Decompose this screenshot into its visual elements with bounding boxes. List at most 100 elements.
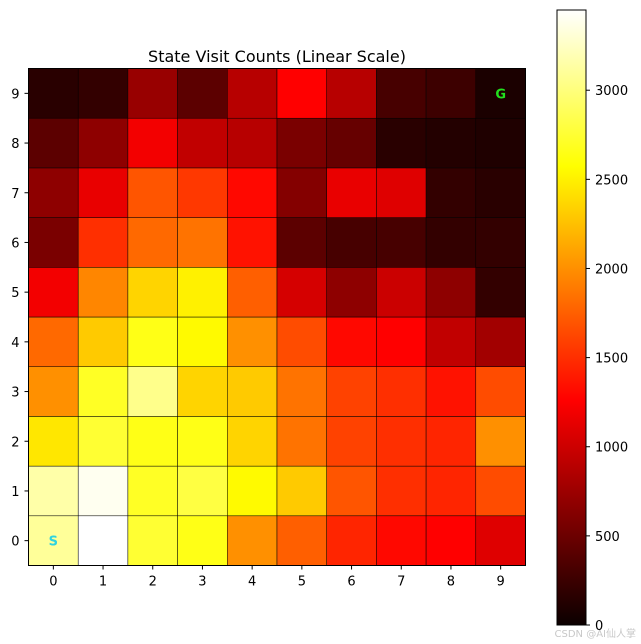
heatmap-cell	[127, 465, 178, 517]
colorbar-tick-label: 2500	[595, 173, 628, 188]
heatmap-cell	[177, 316, 228, 367]
colorbar-tick-label: 1500	[595, 352, 628, 367]
heatmap-cell	[227, 267, 278, 318]
heatmap-cell	[425, 316, 477, 367]
heatmap-cell	[475, 167, 526, 218]
heatmap-cell	[425, 416, 477, 467]
heatmap-cell	[276, 316, 327, 367]
y-tick-label: 3	[11, 386, 19, 401]
heatmap-cell	[276, 515, 327, 566]
y-tick-label: 4	[11, 336, 19, 351]
heatmap-cell	[127, 267, 178, 318]
heatmap-cell	[475, 465, 526, 517]
heatmap-cell	[227, 316, 278, 367]
plot-frame	[28, 68, 526, 566]
x-tick-label: 4	[248, 575, 256, 590]
x-tick-label: 2	[149, 575, 157, 590]
heatmap-cell	[177, 515, 228, 566]
heatmap-cell	[227, 167, 278, 218]
heatmap-cell	[227, 217, 278, 268]
y-tick-label: 9	[11, 87, 19, 102]
heatmap-cell	[227, 416, 278, 467]
heatmap-cell	[376, 316, 427, 367]
x-axis: 0 1 2 3 4 5 6 7 8 9	[49, 565, 505, 590]
cell-marker-label: S	[49, 535, 58, 550]
heatmap-cell	[326, 515, 377, 566]
y-tick-label: 7	[11, 187, 19, 202]
watermark: CSDN @AI仙人掌	[555, 627, 636, 640]
y-tick-label: 8	[11, 137, 19, 152]
heatmap-cell	[127, 316, 178, 367]
heatmap-cell	[28, 117, 79, 169]
heatmap-cell	[127, 217, 178, 268]
y-tick-label: 0	[11, 535, 19, 550]
y-axis: 0 1 2 3 4 5 6 7 8 9	[11, 87, 29, 550]
heatmap-cell	[276, 117, 327, 169]
y-tick-label: 5	[11, 286, 19, 301]
heatmap-cell	[77, 416, 129, 467]
heatmap-cell	[376, 416, 427, 467]
x-tick-label: 8	[447, 575, 455, 590]
heatmap-cell	[177, 267, 228, 318]
heatmap-cell	[425, 117, 477, 169]
x-tick-label: 7	[397, 575, 405, 590]
heatmap-cell	[177, 217, 228, 268]
heatmap-cell	[326, 167, 377, 218]
heatmap-cell	[177, 68, 228, 119]
heatmap-cell	[127, 366, 178, 417]
chart-title: State Visit Counts (Linear Scale)	[148, 47, 406, 66]
heatmap-cell	[376, 167, 427, 218]
heatmap-cell	[326, 217, 377, 268]
heatmap-cell	[177, 416, 228, 467]
x-tick-label: 1	[99, 575, 107, 590]
heatmap-cell	[127, 167, 178, 218]
heatmap-cell	[475, 267, 526, 318]
heatmap-cell	[127, 68, 178, 119]
heatmap-cell	[28, 366, 79, 417]
heatmap-cell	[326, 68, 377, 119]
heatmap-cell	[376, 267, 427, 318]
heatmap-cell	[425, 68, 477, 119]
heatmap-cell	[77, 515, 129, 566]
heatmap-cell	[77, 167, 129, 218]
heatmap-cell	[77, 465, 129, 517]
cell-markers: SG	[49, 87, 506, 549]
y-tick-label: 1	[11, 485, 19, 500]
heatmap-cell	[77, 316, 129, 367]
heatmap-cell	[276, 366, 327, 417]
heatmap-cell	[77, 366, 129, 417]
heatmap-cell	[475, 366, 526, 417]
heatmap-cell	[475, 416, 526, 467]
heatmap-cell	[475, 217, 526, 268]
heatmap-cell	[177, 167, 228, 218]
heatmap-cell	[326, 117, 377, 169]
x-tick-label: 3	[198, 575, 206, 590]
heatmap-cell	[227, 465, 278, 517]
heatmap-cell	[127, 117, 178, 169]
heatmap-cell	[276, 416, 327, 467]
heatmap-cell	[227, 515, 278, 566]
heatmap-cell	[28, 167, 79, 218]
heatmap-cell	[475, 117, 526, 169]
y-tick-label: 2	[11, 435, 19, 450]
heatmap-cell	[326, 316, 377, 367]
x-tick-label: 0	[49, 575, 57, 590]
heatmap-cells	[28, 68, 526, 566]
heatmap-cell	[376, 68, 427, 119]
heatmap-cell	[177, 465, 228, 517]
colorbar-tick-label: 3000	[595, 84, 628, 99]
x-tick-label: 6	[347, 575, 355, 590]
heatmap-cell	[127, 416, 178, 467]
heatmap-cell	[425, 217, 477, 268]
heatmap-cell	[276, 68, 327, 119]
colorbar-tick-label: 500	[595, 530, 620, 545]
colorbar-tick-label: 1000	[595, 441, 628, 456]
heatmap-cell	[177, 366, 228, 417]
heatmap-cell	[276, 217, 327, 268]
x-tick-label: 5	[298, 575, 306, 590]
heatmap-cell	[376, 117, 427, 169]
heatmap-cell	[28, 68, 79, 119]
heatmap-cell	[326, 416, 377, 467]
heatmap-cell	[227, 68, 278, 119]
